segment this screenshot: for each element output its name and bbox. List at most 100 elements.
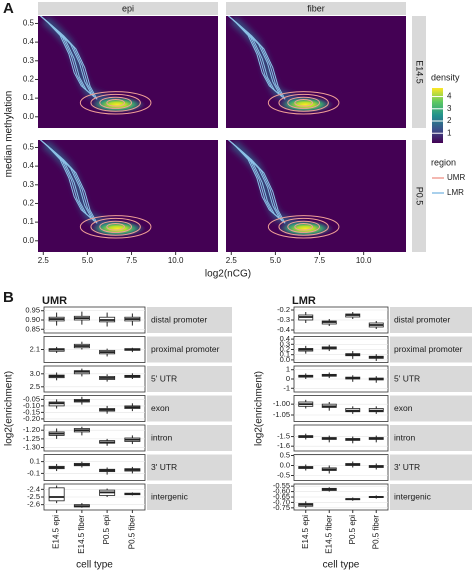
y-tick-label: -0.60 xyxy=(273,487,290,496)
y-tick-label: 0 xyxy=(286,374,290,383)
y-tick-label: 0.1 xyxy=(280,350,290,359)
colorbar-label: 4 xyxy=(447,92,452,101)
facet-strip xyxy=(147,395,232,422)
y-tick-label: 0.3 xyxy=(23,180,35,189)
facet-strip xyxy=(147,484,232,510)
facet-label: intron xyxy=(394,432,416,442)
y-tick-label: -0.75 xyxy=(273,503,290,512)
y-tick-label: 2.5 xyxy=(30,382,40,391)
y-axis-label: median methylation xyxy=(4,91,15,178)
facet-label: intergenic xyxy=(151,491,189,501)
x-tick-label: E14.5 epi xyxy=(52,515,61,549)
y-tick-label: 0.95 xyxy=(25,306,40,315)
x-axis-label: cell type xyxy=(323,560,360,571)
x-tick-label: 7.5 xyxy=(314,256,326,265)
colorbar-label: 1 xyxy=(447,128,452,137)
y-tick-label: 0.4 xyxy=(23,161,35,170)
umr-contour xyxy=(90,93,141,112)
umr-contour xyxy=(287,96,321,109)
y-axis-label: log2(enrichment) xyxy=(254,371,265,446)
y-tick-label: -1.00 xyxy=(273,399,290,408)
x-tick-label: P0.5 epi xyxy=(102,515,111,545)
y-tick-label: 0.1 xyxy=(23,93,35,102)
facet-strip xyxy=(390,425,472,451)
legend-title: region xyxy=(431,157,456,167)
facet-strip xyxy=(390,366,472,392)
facet-label: distal promoter xyxy=(151,314,207,324)
y-tick-label: -0.15 xyxy=(23,407,40,416)
facet-strip xyxy=(390,454,472,481)
facet-label: 3' UTR xyxy=(151,462,177,472)
y-tick-label: 0.5 xyxy=(280,450,290,459)
facet-label: fiber xyxy=(307,3,325,13)
y-tick-label: -0.05 xyxy=(23,394,40,403)
facet-label: exon xyxy=(394,403,413,413)
density-panel xyxy=(38,16,218,128)
x-tick-label: 10.0 xyxy=(168,256,184,265)
y-tick-label: -0.2 xyxy=(277,305,290,314)
facet-label: exon xyxy=(151,403,170,413)
lmr-contour xyxy=(39,16,98,100)
y-tick-label: 3.0 xyxy=(30,369,40,378)
y-tick-label: -0.20 xyxy=(23,414,40,423)
umr-contour xyxy=(267,215,340,239)
y-axis-label: log2(enrichment) xyxy=(4,371,15,446)
facet-strip xyxy=(147,336,232,363)
x-axis-label: cell type xyxy=(76,560,113,571)
lmr-contour xyxy=(39,140,98,224)
legend-label: LMR xyxy=(447,188,464,197)
facet-strip xyxy=(412,140,426,252)
facet-label: 3' UTR xyxy=(394,462,420,472)
facet-strip xyxy=(390,395,472,422)
facet-strip xyxy=(390,307,472,333)
y-tick-label: 0.5 xyxy=(23,143,35,152)
y-tick-label: -1.25 xyxy=(23,434,40,443)
facet-label: 5' UTR xyxy=(151,373,177,383)
chart-title: LMR xyxy=(292,295,316,307)
y-tick-label: 0.1 xyxy=(30,457,40,466)
facet-strip xyxy=(412,16,426,128)
facet-label: E14.5 xyxy=(415,60,425,84)
box xyxy=(48,487,65,502)
panel-label: B xyxy=(3,289,14,306)
y-tick-label: -0.70 xyxy=(273,497,290,506)
x-tick-label: 5.0 xyxy=(270,256,282,265)
umr-contour xyxy=(278,217,329,236)
y-tick-label: 0.0 xyxy=(23,236,35,245)
umr-contour xyxy=(106,222,125,231)
panel-label: A xyxy=(3,0,14,17)
y-tick-label: 2.1 xyxy=(30,344,40,353)
facet-strip xyxy=(147,366,232,392)
x-tick-label: P0.5 epi xyxy=(348,515,357,545)
facet-strip xyxy=(147,307,232,333)
y-tick-label: -1.20 xyxy=(23,425,40,434)
y-tick-label: -0.5 xyxy=(277,470,290,479)
umr-contour xyxy=(79,215,152,239)
y-tick-label: 1 xyxy=(286,365,290,374)
y-tick-label: 0.4 xyxy=(23,37,35,46)
x-tick-label: 2.5 xyxy=(38,256,50,265)
facet-label: intergenic xyxy=(394,491,432,501)
facet-label: proximal promoter xyxy=(151,344,220,354)
umr-contour xyxy=(294,222,313,231)
y-tick-label: 0.0 xyxy=(23,112,35,121)
x-tick-label: E14.5 fiber xyxy=(324,515,333,554)
umr-contour xyxy=(79,91,152,115)
y-tick-label: 0.1 xyxy=(23,217,35,226)
y-tick-label: 0.90 xyxy=(25,315,40,324)
y-tick-label: 0.4 xyxy=(280,334,290,343)
x-tick-label: 10.0 xyxy=(356,256,372,265)
umr-contour xyxy=(267,91,340,115)
colorbar xyxy=(432,88,443,143)
legend-title: density xyxy=(431,72,460,82)
x-tick-label: P0.5 fiber xyxy=(127,515,136,550)
y-tick-label: 0.5 xyxy=(23,19,35,28)
y-tick-label: 0.0 xyxy=(280,460,290,469)
facet-strip xyxy=(38,2,218,15)
umr-contour xyxy=(99,96,133,109)
y-tick-label: -1.6 xyxy=(277,441,290,450)
umr-contour xyxy=(287,220,321,233)
y-tick-label: -0.3 xyxy=(277,315,290,324)
